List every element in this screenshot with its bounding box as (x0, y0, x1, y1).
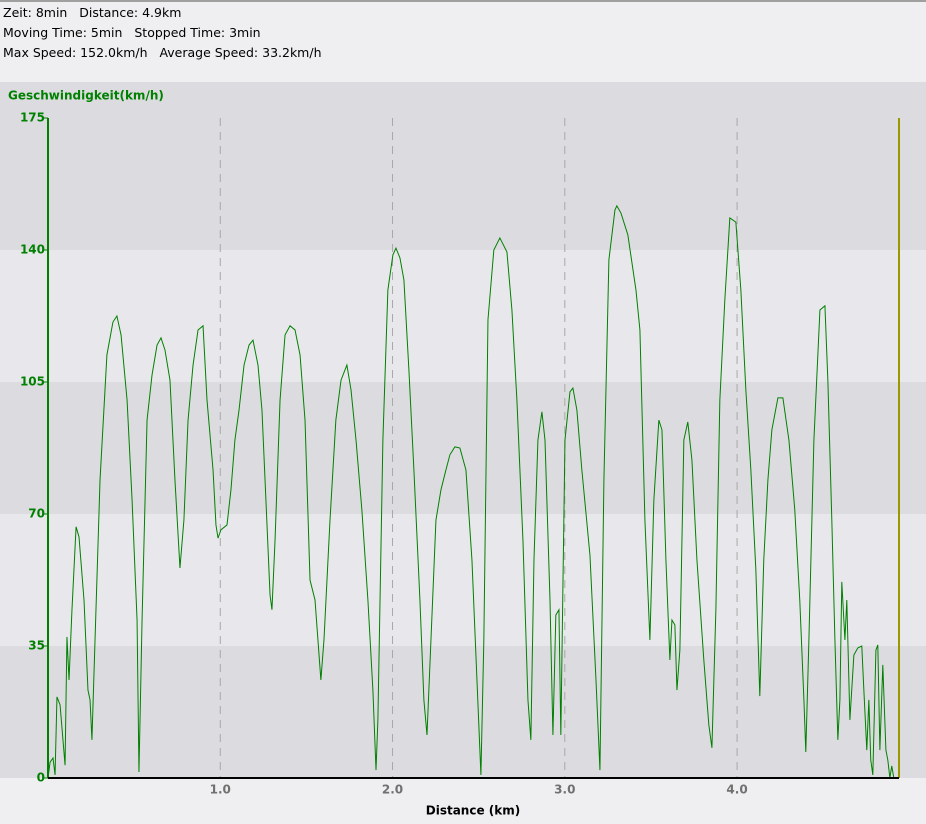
x-axis-title: Distance (km) (426, 804, 520, 818)
x-tick-label: 2.0 (382, 783, 403, 797)
y-tick-label: 140 (20, 243, 45, 257)
stats-line: Moving Time: 5min Stopped Time: 3min (3, 25, 261, 40)
plot-band (0, 250, 926, 382)
plot-band (0, 646, 926, 778)
y-tick-label: 105 (20, 375, 45, 389)
x-tick-label: 1.0 (210, 783, 231, 797)
x-tick-label: 3.0 (554, 783, 575, 797)
bottom-strip (0, 778, 926, 824)
stats-line: Max Speed: 152.0km/h Average Speed: 33.2… (3, 45, 322, 60)
plot-band (0, 118, 926, 250)
y-tick-label: 35 (28, 639, 45, 653)
y-axis-title: Geschwindigkeit(km/h) (8, 89, 164, 103)
chart: Geschwindigkeit(km/h) Distance (km) 0 35 7… (0, 82, 926, 824)
speed-line (47, 204, 895, 779)
plot-top-band (0, 82, 926, 118)
y-tick-label: 0 (37, 771, 45, 785)
x-tick-label: 4.0 (726, 783, 747, 797)
y-tick-label: 70 (28, 507, 45, 521)
stats-line: Zeit: 8min Distance: 4.9km (3, 5, 182, 20)
y-tick-label: 175 (20, 111, 45, 125)
plot-band (0, 382, 926, 514)
stats-header: Zeit: 8min Distance: 4.9km Moving Time: … (0, 0, 926, 82)
plot-band (0, 514, 926, 646)
